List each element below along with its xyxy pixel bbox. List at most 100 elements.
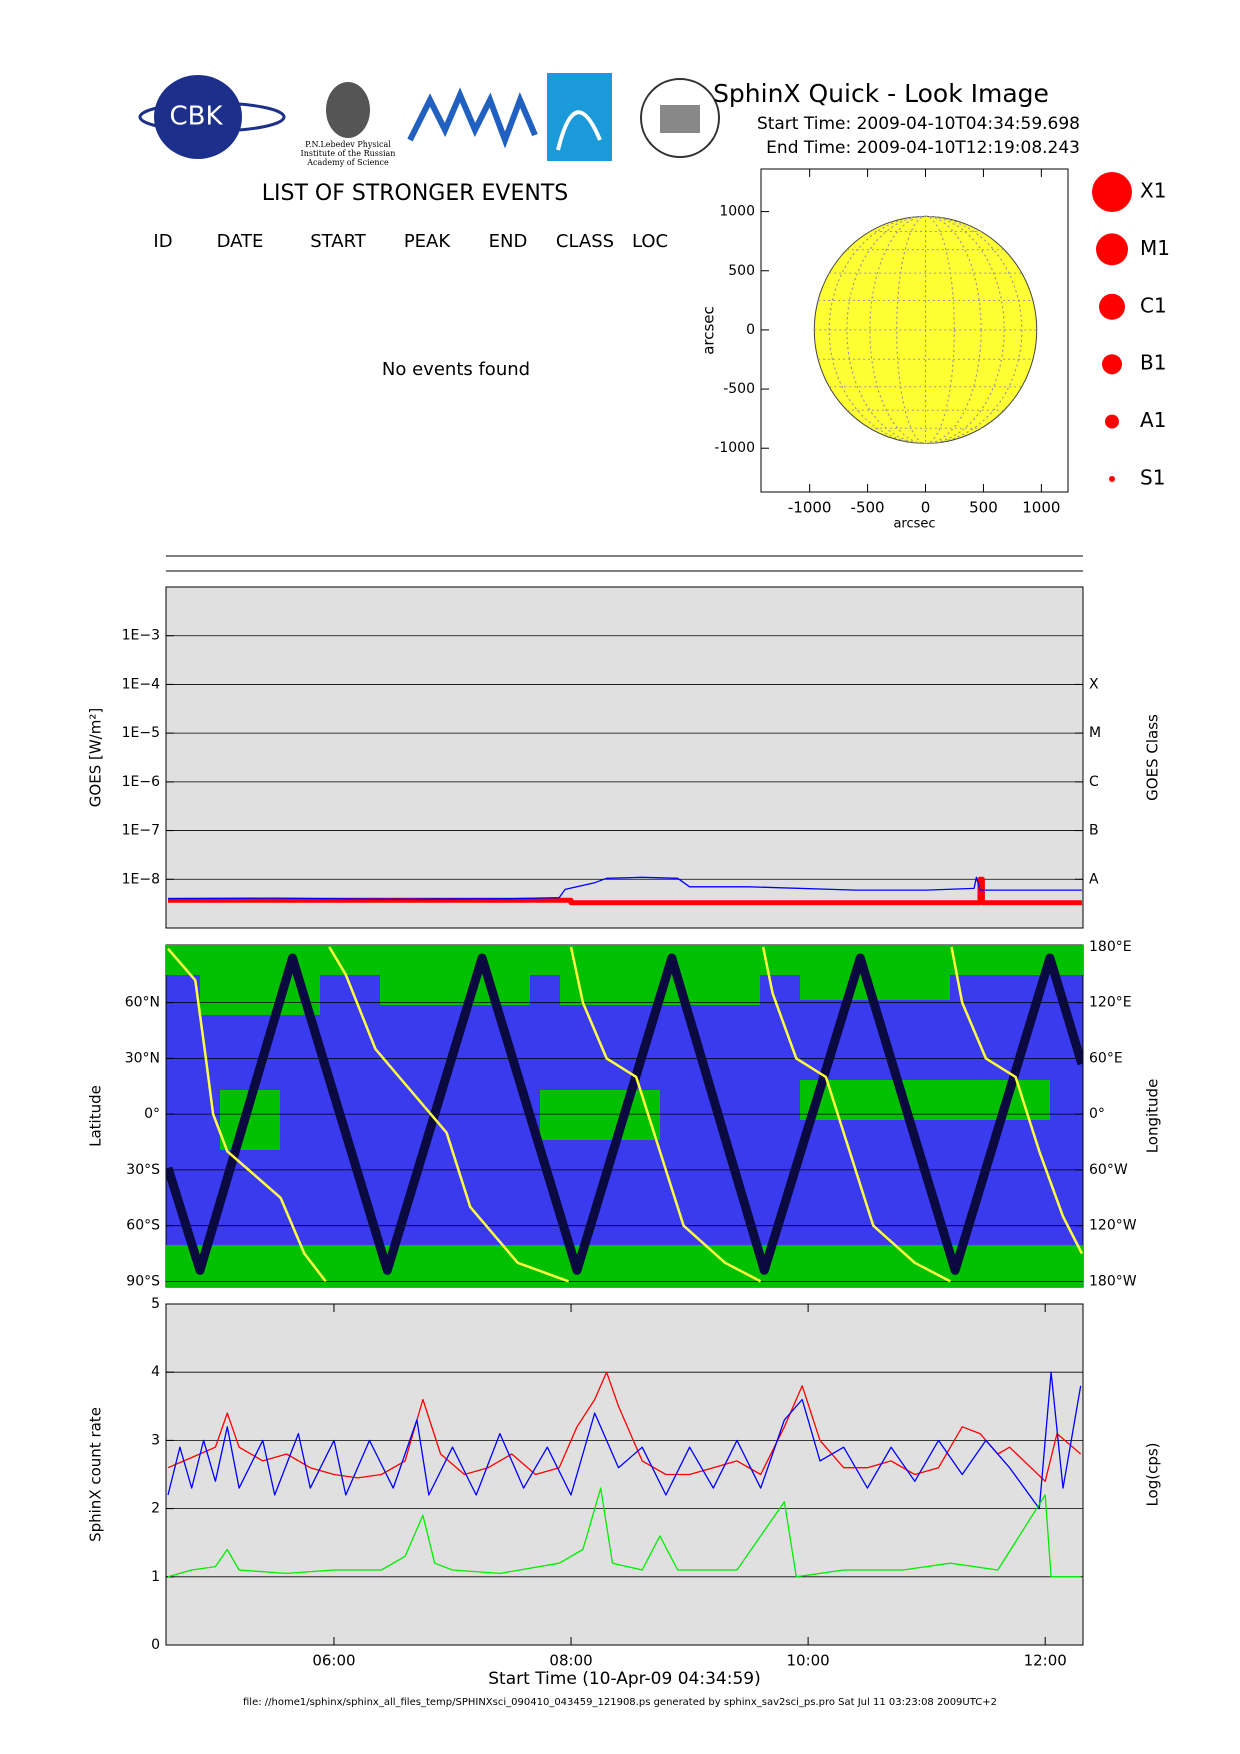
region <box>166 1245 1083 1287</box>
legend-marker <box>1105 414 1119 429</box>
y-axis-label: Latitude <box>87 1085 105 1147</box>
y2-tick-label: 0° <box>1089 1106 1105 1122</box>
footer: file: //home1/sphinx/sphinx_all_files_te… <box>243 1697 997 1708</box>
region <box>380 975 530 1005</box>
column-header: END <box>489 231 528 252</box>
y2-tick-label: B <box>1089 823 1099 839</box>
y2-tick-label: X <box>1089 676 1099 692</box>
x-tick-label: 500 <box>969 499 998 517</box>
y-tick-label: 60°N <box>125 995 160 1011</box>
y-tick-label: 60°S <box>126 1218 160 1234</box>
column-header: CLASS <box>556 231 614 252</box>
cbk-orbit <box>138 101 286 133</box>
y-tick-label: 1E−3 <box>122 628 160 644</box>
legend-marker <box>1099 293 1125 320</box>
track-line <box>167 946 1083 1283</box>
lebedev-text: Institute of the Russian <box>301 149 396 158</box>
legend-label: S1 <box>1140 466 1165 490</box>
regions <box>166 945 1083 1287</box>
x-tick-label: -500 <box>851 499 885 517</box>
title: SphinX Quick - Look Image <box>713 79 1049 108</box>
column-header: PEAK <box>404 231 452 252</box>
track-line <box>166 953 1083 1275</box>
y-tick-label: 500 <box>728 263 755 279</box>
y-tick-label: 1E−7 <box>122 823 160 839</box>
y2-axis-label: Log(cps) <box>1144 1442 1162 1506</box>
y-tick-label: 5 <box>151 1296 160 1312</box>
y-tick-label: 30°S <box>126 1162 160 1178</box>
lebedev-text: P.N.Lebedev Physical <box>305 140 391 149</box>
legend-marker <box>1092 172 1132 212</box>
series-line <box>168 876 1082 906</box>
series-line <box>167 876 1082 900</box>
x-tick-label: 12:00 <box>1024 1652 1067 1670</box>
x-tick-label: 10:00 <box>786 1652 829 1670</box>
plot-area <box>165 586 1084 929</box>
disk-grid <box>846 215 1005 444</box>
x-tick-label: 0 <box>921 499 931 517</box>
y-axis-label: GOES [W/m²] <box>87 708 105 807</box>
legend-marker <box>1109 476 1115 482</box>
y-tick-label: 0° <box>144 1106 160 1122</box>
x-tick-label: 08:00 <box>549 1652 592 1670</box>
series-group <box>166 946 1083 1283</box>
y-tick-label: 1E−6 <box>122 774 160 790</box>
y-tick-label: 30°N <box>125 1050 160 1066</box>
y-tick-label: 90°S <box>126 1273 160 1289</box>
column-header: START <box>310 231 367 252</box>
y2-axis-label: GOES Class <box>1144 714 1162 801</box>
y2-tick-label: 180°E <box>1089 939 1132 955</box>
cbk-text: CBK <box>169 102 223 132</box>
y2-tick-label: 60°E <box>1089 1050 1123 1066</box>
legend-label: C1 <box>1140 293 1167 317</box>
plot-area <box>165 1303 1084 1646</box>
y-tick-label: -500 <box>723 381 755 397</box>
x-axis-label: arcsec <box>893 517 935 532</box>
end-time: End Time: 2009-04-10T12:19:08.243 <box>766 138 1080 158</box>
legend-marker <box>1102 354 1122 375</box>
y-tick-label: 1 <box>151 1569 160 1585</box>
y-tick-label: 1000 <box>719 204 755 220</box>
column-header: DATE <box>217 231 264 252</box>
legend-marker <box>1096 233 1128 266</box>
y-tick-label: 3 <box>151 1432 160 1448</box>
portrait <box>326 82 370 138</box>
y2-tick-label: 60°W <box>1089 1162 1128 1178</box>
start-time: Start Time: 2009-04-10T04:34:59.698 <box>757 114 1080 134</box>
plots: -1000 -500 0 500 1000 -1000 -500 0 500 1000 arcsec… <box>87 168 1170 1689</box>
logos: CBK P.N.Lebedev Physical Institute of th… <box>138 73 720 167</box>
legend-label: X1 <box>1140 179 1166 203</box>
y-tick-label: 0 <box>746 322 755 338</box>
legend-label: M1 <box>1140 236 1170 260</box>
y-tick-label: 2 <box>151 1501 160 1517</box>
x-tick-label: 06:00 <box>312 1652 355 1670</box>
disk-grid <box>828 215 1023 444</box>
mian-logo <box>407 87 538 149</box>
y2-tick-label: A <box>1089 871 1099 887</box>
series-group <box>167 876 1082 906</box>
lebedev-text: Academy of Science <box>306 158 389 167</box>
legend-label: B1 <box>1140 351 1166 375</box>
series-line <box>167 1487 1081 1578</box>
y2-tick-label: 120°W <box>1089 1218 1137 1234</box>
cbk-logo <box>154 75 242 159</box>
y2-tick-label: 120°E <box>1089 995 1132 1011</box>
legend-label: A1 <box>1140 408 1166 432</box>
institute-arc <box>556 110 602 151</box>
y2-tick-label: 180°W <box>1089 1273 1137 1289</box>
y-tick-label: 1E−4 <box>122 676 160 692</box>
region <box>540 1090 660 1140</box>
column-header: ID <box>153 231 172 252</box>
events-title: LIST OF STRONGER EVENTS <box>262 181 569 206</box>
y-tick-label: 4 <box>151 1364 160 1380</box>
x-tick-label: -1000 <box>788 499 832 517</box>
y2-axis-label: Longitude <box>1144 1079 1162 1154</box>
x-tick-label: 1000 <box>1022 499 1060 517</box>
x-axis-label: Start Time (10-Apr-09 04:34:59) <box>488 1669 760 1689</box>
seal-building <box>660 105 700 133</box>
y2-tick-label: M <box>1089 725 1101 741</box>
disk-grid <box>869 215 982 444</box>
y-tick-label: 0 <box>151 1637 160 1653</box>
y-tick-label: -1000 <box>714 440 755 456</box>
